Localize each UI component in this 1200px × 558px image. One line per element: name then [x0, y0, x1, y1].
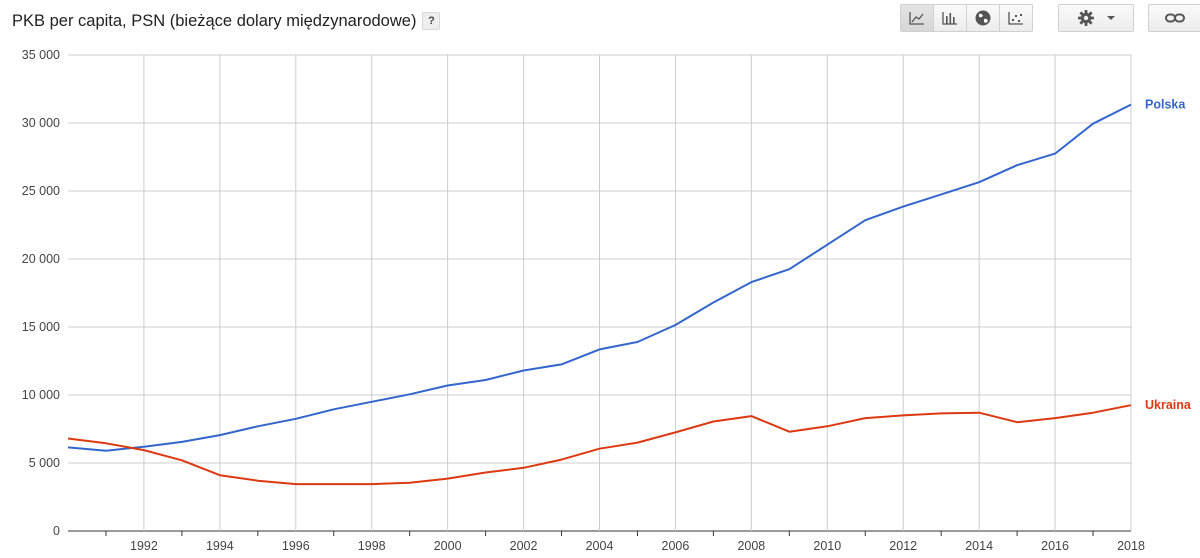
globe-icon: [975, 10, 991, 26]
chart-title: PKB per capita, PSN (bieżące dolary międ…: [12, 11, 417, 30]
chart-type-toolbar: [900, 4, 1033, 32]
x-tick-label: 1994: [206, 539, 234, 553]
x-tick-label: 2000: [434, 539, 462, 553]
series-label-polska: Polska: [1145, 98, 1186, 112]
caret-down-icon: [1107, 16, 1115, 20]
gear-icon: [1078, 10, 1094, 26]
x-tick-label: 2018: [1117, 539, 1145, 553]
x-tick-label: 2006: [662, 539, 690, 553]
map-chart-button[interactable]: [966, 4, 1000, 32]
series-line-polska: [67, 103, 1132, 452]
x-tick-label: 2010: [813, 539, 841, 553]
x-tick-label: 1992: [130, 539, 158, 553]
bar-chart-icon: [942, 12, 957, 25]
bar-chart-button[interactable]: [933, 4, 967, 32]
x-tick-label: 2002: [510, 539, 538, 553]
link-icon: [1164, 13, 1185, 23]
series-line-ukraina: [67, 404, 1132, 486]
x-tick-label: 1996: [282, 539, 310, 553]
y-tick-label: 35 000: [22, 48, 60, 62]
y-tick-label: 25 000: [22, 184, 60, 198]
y-tick-label: 15 000: [22, 320, 60, 334]
scatter-chart-button[interactable]: [999, 4, 1033, 32]
y-tick-label: 0: [53, 524, 60, 538]
x-tick-label: 1998: [358, 539, 386, 553]
share-link-button[interactable]: [1148, 4, 1200, 32]
chart-header: PKB per capita, PSN (bieżące dolary międ…: [12, 8, 441, 34]
grid: [68, 54, 1132, 536]
y-tick-label: 10 000: [22, 388, 60, 402]
series-label-ukraina: Ukraina: [1145, 398, 1192, 412]
line-chart-icon: [909, 12, 924, 25]
y-tick-label: 20 000: [22, 252, 60, 266]
help-button[interactable]: ?: [422, 12, 441, 30]
y-tick-label: 30 000: [22, 116, 60, 130]
settings-button[interactable]: [1058, 4, 1134, 32]
x-tick-label: 2008: [737, 539, 765, 553]
scatter-chart-icon: [1008, 12, 1023, 25]
x-tick-label: 2012: [889, 539, 917, 553]
x-tick-label: 2016: [1041, 539, 1069, 553]
y-tick-label: 5 000: [29, 456, 60, 470]
x-tick-label: 2004: [586, 539, 614, 553]
x-tick-label: 2014: [965, 539, 993, 553]
